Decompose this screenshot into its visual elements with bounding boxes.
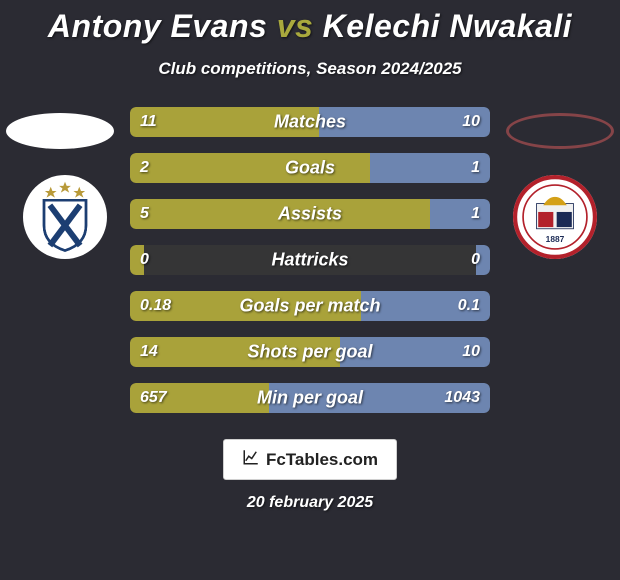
right-badge-column: 1887 (490, 107, 610, 259)
stat-value-right: 1 (471, 159, 480, 177)
player1-name: Antony Evans (48, 8, 267, 44)
stat-value-right: 0 (471, 251, 480, 269)
stat-label: Matches (274, 112, 346, 133)
stat-label: Assists (278, 204, 342, 225)
stat-value-left: 657 (140, 389, 167, 407)
stat-bar: Matches 11 10 (130, 107, 490, 137)
stat-bars: Matches 11 10 Goals 2 1 Assists 5 1 Hattricks 0 0 Go… (130, 107, 490, 413)
stat-value-right: 1043 (444, 389, 480, 407)
stat-value-right: 1 (471, 205, 480, 223)
stat-bar: Goals 2 1 (130, 153, 490, 183)
vs-text: vs (277, 8, 314, 44)
subtitle: Club competitions, Season 2024/2025 (158, 59, 461, 79)
comparison-row: Matches 11 10 Goals 2 1 Assists 5 1 Hattricks 0 0 Go… (0, 107, 620, 413)
left-form-ellipse (6, 113, 114, 149)
stat-bar: Goals per match 0.18 0.1 (130, 291, 490, 321)
stat-value-left: 14 (140, 343, 158, 361)
stat-label: Hattricks (271, 250, 348, 271)
stat-value-right: 10 (462, 113, 480, 131)
branding-text: FcTables.com (266, 450, 378, 470)
svg-text:1887: 1887 (546, 234, 565, 244)
stat-value-left: 0.18 (140, 297, 171, 315)
chart-icon (242, 448, 260, 471)
huddersfield-crest-icon (23, 175, 107, 259)
stat-value-left: 2 (140, 159, 149, 177)
stat-value-left: 5 (140, 205, 149, 223)
stat-value-right: 0.1 (458, 297, 480, 315)
stat-label: Shots per goal (247, 342, 372, 363)
stat-bar: Min per goal 657 1043 (130, 383, 490, 413)
stat-value-left: 0 (140, 251, 149, 269)
stat-value-right: 10 (462, 343, 480, 361)
date-text: 20 february 2025 (247, 494, 373, 512)
stat-bar: Assists 5 1 (130, 199, 490, 229)
branding-badge: FcTables.com (223, 439, 397, 480)
stat-label: Min per goal (257, 388, 363, 409)
stat-bar: Shots per goal 14 10 (130, 337, 490, 367)
bar-right-fill (430, 199, 490, 229)
stat-value-left: 11 (140, 113, 157, 131)
left-badge-column (10, 107, 130, 259)
page-title: Antony Evans vs Kelechi Nwakali (48, 8, 572, 45)
stat-label: Goals (285, 158, 335, 179)
stat-label: Goals per match (239, 296, 380, 317)
right-form-ellipse (506, 113, 614, 149)
player2-name: Kelechi Nwakali (323, 8, 572, 44)
barnsley-crest-icon: 1887 (513, 175, 597, 259)
stat-bar: Hattricks 0 0 (130, 245, 490, 275)
